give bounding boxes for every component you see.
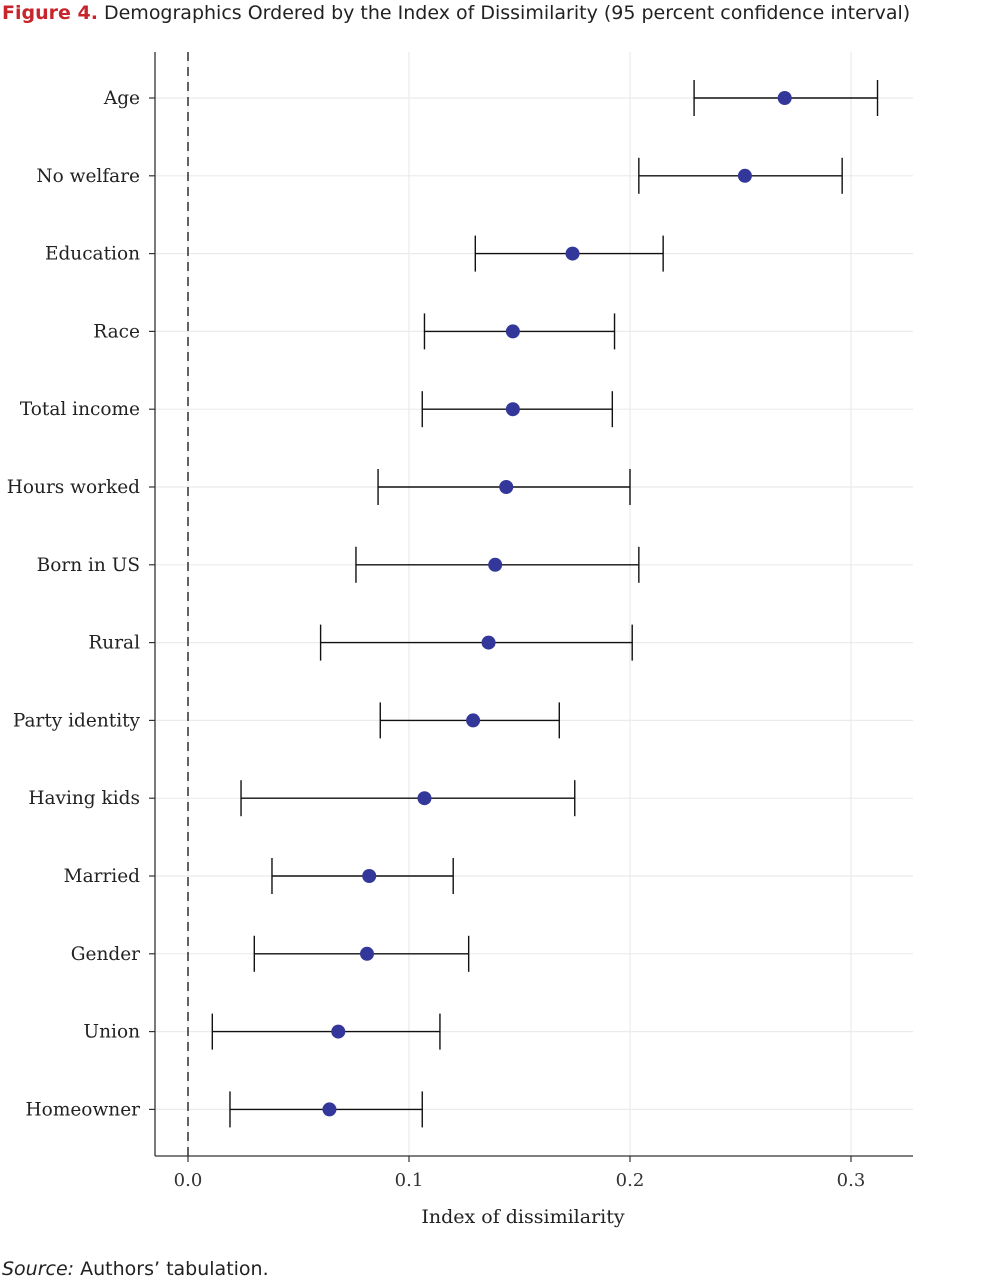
figure-title-text: Demographics Ordered by the Index of Dis…: [103, 2, 911, 24]
y-tick-label: Race: [93, 321, 140, 342]
y-tick-label: Married: [64, 866, 141, 887]
data-point: [466, 713, 481, 728]
source-text: Authors’ tabulation.: [80, 1258, 269, 1280]
y-tick-label: Homeowner: [26, 1099, 141, 1120]
y-tick-label: Hours worked: [7, 477, 140, 498]
y-tick-label: No welfare: [36, 166, 140, 187]
figure-title: Figure 4. Demographics Ordered by the In…: [2, 0, 910, 26]
y-tick-label: Age: [103, 88, 140, 109]
source-note: Source: Authors’ tabulation.: [2, 1258, 269, 1280]
x-tick-label: 0.1: [395, 1170, 424, 1191]
y-tick-label: Born in US: [37, 555, 140, 576]
data-point: [481, 635, 496, 650]
data-point: [417, 791, 432, 806]
y-tick-label: Gender: [71, 944, 140, 965]
data-point: [322, 1102, 337, 1117]
source-label: Source:: [2, 1258, 75, 1280]
data-point: [488, 557, 503, 572]
x-axis-title: Index of dissimilarity: [421, 1206, 625, 1228]
x-tick-label: 0.0: [174, 1170, 203, 1191]
y-tick-label: Party identity: [13, 710, 141, 731]
data-point: [331, 1024, 346, 1039]
figure-label: Figure 4.: [2, 2, 98, 24]
y-tick-label: Union: [84, 1022, 141, 1043]
data-point: [505, 324, 520, 339]
y-tick-label: Education: [45, 244, 140, 265]
x-tick-label: 0.3: [837, 1170, 866, 1191]
dissimilarity-chart: 0.0 0.1 0.2 0.3 Index of dissimilarity Age No …: [7, 52, 913, 1228]
y-tick-label: Having kids: [28, 788, 140, 809]
x-tick-label: 0.2: [616, 1170, 645, 1191]
data-point: [565, 246, 580, 261]
y-tick-label: Total income: [20, 399, 140, 420]
y-tick-label: Rural: [88, 633, 140, 654]
data-point: [362, 869, 377, 883]
data-point: [777, 91, 792, 105]
data-point: [505, 402, 520, 417]
data-point: [360, 946, 375, 961]
data-point: [499, 480, 514, 494]
data-point: [737, 168, 752, 183]
